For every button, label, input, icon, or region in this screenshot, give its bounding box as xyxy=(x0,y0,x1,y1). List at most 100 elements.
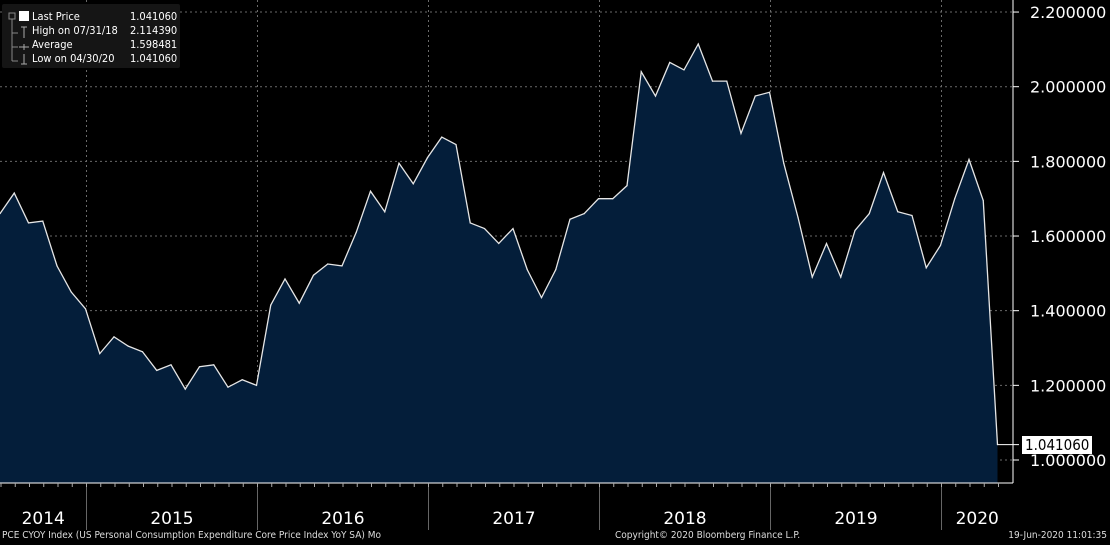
data-point xyxy=(0,213,1,215)
footer-timestamp: 19-Jun-2020 11:01:35 xyxy=(1008,530,1107,541)
legend: Last Price 1.041060 High on 07/31/18 2.114… xyxy=(2,4,180,68)
data-point xyxy=(626,185,628,187)
data-point xyxy=(384,211,386,213)
data-point xyxy=(512,227,514,230)
legend-label: Low on 04/30/20 xyxy=(32,52,115,65)
x-axis-ticks: 2014 2015 2016 2017 2018 2019 2020 xyxy=(0,483,999,530)
data-point xyxy=(312,274,315,276)
white-square-icon xyxy=(19,11,29,21)
data-point xyxy=(669,61,671,64)
data-point xyxy=(369,190,372,192)
y-tick-label: 1.600000 xyxy=(1030,227,1106,246)
high-marker-icon xyxy=(21,26,27,38)
legend-item-last-price: Last Price 1.041060 xyxy=(32,10,177,24)
data-point xyxy=(455,143,457,146)
data-point xyxy=(483,227,486,230)
data-point xyxy=(198,366,201,368)
data-point xyxy=(270,304,272,306)
x-tick-label: 2016 xyxy=(321,509,364,529)
data-point xyxy=(711,80,714,82)
x-tick-label: 2017 xyxy=(492,509,535,529)
data-point xyxy=(426,157,429,159)
data-point xyxy=(184,388,186,390)
data-point xyxy=(825,242,828,245)
legend-value: 1.041060 xyxy=(130,10,178,23)
data-point xyxy=(99,353,101,355)
data-point xyxy=(939,244,942,246)
data-point xyxy=(84,308,87,310)
data-point xyxy=(227,386,229,388)
y-tick-label: 1.800000 xyxy=(1030,152,1106,171)
data-point xyxy=(783,162,785,164)
data-point xyxy=(897,211,899,213)
data-point xyxy=(284,278,286,280)
data-point xyxy=(925,267,927,269)
average-marker-icon xyxy=(19,44,29,50)
data-point xyxy=(141,351,144,353)
data-point xyxy=(469,222,471,224)
data-point xyxy=(754,95,756,97)
series-area-fill xyxy=(0,43,998,483)
data-point xyxy=(70,291,72,293)
data-point xyxy=(683,69,685,71)
data-point xyxy=(341,265,343,267)
legend-value: 1.598481 xyxy=(130,38,178,51)
data-point xyxy=(298,302,300,304)
data-point xyxy=(982,199,984,202)
legend-item-high: High on 07/31/18 2.114390 xyxy=(32,24,177,38)
data-point xyxy=(868,213,870,215)
data-point xyxy=(412,183,414,185)
y-tick-label: 1.000000 xyxy=(1030,451,1106,470)
data-point xyxy=(555,269,557,271)
legend-label: High on 07/31/18 xyxy=(32,24,118,37)
footer-description: PCE CYOY Index (US Personal Consumption … xyxy=(2,530,381,541)
data-point xyxy=(968,158,970,161)
data-point xyxy=(569,218,571,220)
x-tick-label: 2018 xyxy=(663,509,706,529)
data-point xyxy=(797,216,799,218)
data-point xyxy=(726,80,728,82)
legend-label: Average xyxy=(32,38,73,51)
data-point xyxy=(27,222,30,224)
legend-tree-icon xyxy=(8,11,29,65)
data-point xyxy=(355,231,357,233)
data-point xyxy=(498,242,500,245)
data-point xyxy=(612,198,614,200)
y-tick-label: 2.000000 xyxy=(1030,78,1106,97)
data-point xyxy=(811,276,813,278)
data-point xyxy=(113,336,115,338)
x-tick-label: 2014 xyxy=(22,509,65,529)
data-point xyxy=(768,91,771,93)
legend-item-average: Average 1.598481 xyxy=(32,38,177,52)
footer-copyright: Copyright© 2020 Bloomberg Finance L.P. xyxy=(615,530,801,541)
data-points xyxy=(0,43,1019,446)
x-tick-label: 2020 xyxy=(956,509,999,529)
legend-item-low: Low on 04/30/20 1.041060 xyxy=(32,52,177,66)
data-point xyxy=(597,198,600,200)
data-point xyxy=(327,263,329,265)
data-point xyxy=(42,220,44,222)
last-price-label: 1.041060 xyxy=(1022,436,1093,454)
data-point xyxy=(127,345,129,347)
data-point xyxy=(540,297,543,299)
data-point xyxy=(398,162,400,164)
y-axis-ticks: 2.200000 2.000000 1.800000 1.600000 1.400000… xyxy=(1013,3,1106,470)
data-point xyxy=(882,171,885,174)
data-point xyxy=(840,276,842,278)
x-tick-label: 2015 xyxy=(150,509,193,529)
y-tick-label: 1.400000 xyxy=(1030,302,1106,321)
legend-value: 1.041060 xyxy=(130,52,178,65)
data-point xyxy=(441,136,443,138)
data-point xyxy=(170,364,172,366)
data-point xyxy=(13,192,15,194)
data-point xyxy=(911,214,913,217)
data-point xyxy=(241,379,243,381)
legend-value: 2.114390 xyxy=(130,24,178,37)
data-point xyxy=(697,43,699,45)
data-point xyxy=(526,269,528,271)
data-point xyxy=(213,364,215,366)
data-point xyxy=(156,369,158,372)
low-marker-icon xyxy=(21,54,27,65)
data-point xyxy=(640,71,642,73)
